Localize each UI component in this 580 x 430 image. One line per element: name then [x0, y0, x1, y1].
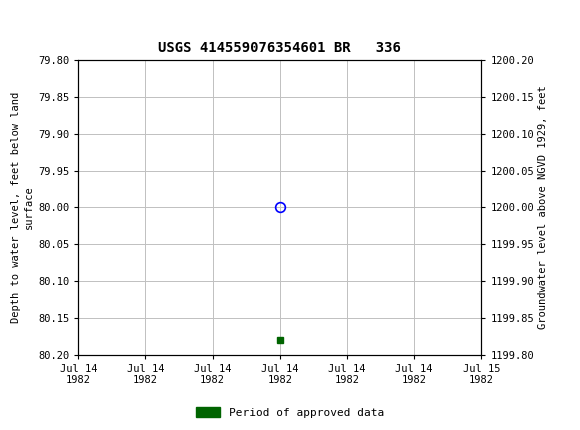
Y-axis label: Groundwater level above NGVD 1929, feet: Groundwater level above NGVD 1929, feet	[538, 86, 548, 329]
Legend: Period of approved data: Period of approved data	[191, 403, 389, 422]
Y-axis label: Depth to water level, feet below land
surface: Depth to water level, feet below land su…	[10, 92, 34, 323]
Text: USGS: USGS	[32, 11, 88, 29]
Title: USGS 414559076354601 BR   336: USGS 414559076354601 BR 336	[158, 41, 401, 55]
